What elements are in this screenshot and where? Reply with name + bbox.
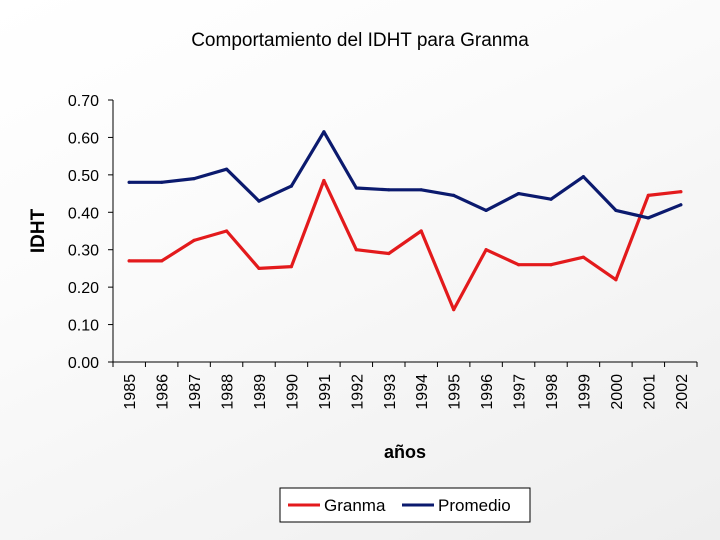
x-tick-label: 1985: [122, 374, 139, 410]
data-point-promedio: [517, 192, 521, 196]
data-point-granma: [646, 193, 650, 197]
data-point-granma: [549, 263, 553, 267]
data-point-granma: [484, 248, 488, 252]
legend: Granma Promedio: [279, 487, 531, 523]
x-tick-label: 1997: [512, 374, 529, 410]
series-layer: [127, 130, 683, 312]
y-tick-label: 0.00: [68, 355, 99, 372]
data-point-granma: [581, 255, 586, 259]
data-point-promedio: [289, 184, 293, 188]
x-tick-label: 2002: [674, 374, 691, 410]
data-point-promedio: [192, 177, 196, 181]
data-point-granma: [517, 263, 521, 267]
y-tick-label: 0.70: [68, 93, 99, 110]
data-point-promedio: [452, 193, 456, 197]
legend-label-granma: Granma: [324, 496, 386, 515]
data-point-promedio: [484, 208, 488, 212]
data-point-granma: [354, 248, 358, 252]
data-point-promedio: [581, 175, 586, 179]
y-tick-label: 0.10: [68, 318, 99, 335]
x-tick-label: 1999: [576, 374, 593, 410]
x-tick-label: 2001: [641, 374, 658, 410]
legend-label-promedio: Promedio: [438, 496, 511, 515]
axes: 0.00 0.10 0.20 0.30 0.40 0.50 0.60 0.70 1985 1986…: [68, 93, 698, 410]
data-point-granma: [127, 259, 131, 263]
data-point-granma: [387, 251, 391, 256]
y-axis-label: IDHT: [28, 208, 49, 253]
y-tick-label: 0.50: [68, 168, 99, 185]
x-axis-label: años: [384, 442, 426, 462]
data-point-granma: [322, 178, 326, 183]
x-tick-label: 1998: [544, 374, 561, 410]
x-tick-label: 1990: [284, 374, 301, 410]
x-tick-label: 1992: [349, 374, 366, 410]
y-tick-label: 0.30: [68, 243, 99, 260]
x-tick-label: 1995: [447, 374, 464, 410]
x-tick-label: 2000: [609, 374, 626, 410]
chart-title: Comportamiento del IDHT para Granma: [191, 30, 529, 51]
x-tick-label: 1986: [155, 374, 172, 410]
y-tick-label: 0.60: [68, 130, 99, 147]
data-point-promedio: [549, 197, 553, 201]
series-line-granma: [127, 178, 683, 312]
series-line-promedio: [127, 130, 683, 220]
data-point-granma: [679, 190, 683, 194]
x-tick-label: 1987: [187, 374, 204, 410]
data-point-promedio: [419, 188, 423, 192]
data-point-promedio: [257, 199, 261, 203]
data-point-granma: [257, 266, 261, 270]
data-point-granma: [192, 238, 196, 242]
data-point-promedio: [354, 186, 358, 190]
x-tick-label: 1989: [252, 374, 269, 410]
x-tick-label: 1988: [220, 374, 237, 410]
x-tick-label: 1993: [382, 374, 399, 410]
x-tick-label: 1994: [414, 374, 431, 410]
y-tick-label: 0.20: [68, 280, 99, 297]
data-point-promedio: [614, 208, 618, 212]
data-point-promedio: [225, 167, 229, 171]
data-point-granma: [160, 259, 164, 263]
x-tick-label: 1991: [317, 374, 334, 410]
data-point-promedio: [646, 216, 650, 220]
data-point-promedio: [322, 130, 326, 134]
data-point-granma: [225, 229, 229, 233]
data-point-promedio: [679, 203, 683, 207]
y-tick-label: 0.40: [68, 205, 99, 222]
data-point-promedio: [387, 188, 391, 192]
data-point-granma: [614, 278, 618, 282]
data-point-granma: [452, 308, 456, 312]
data-point-granma: [419, 229, 423, 233]
x-tick-label: 1996: [479, 374, 496, 410]
data-point-promedio: [127, 180, 131, 184]
data-point-granma: [289, 265, 293, 269]
data-point-promedio: [160, 180, 164, 184]
